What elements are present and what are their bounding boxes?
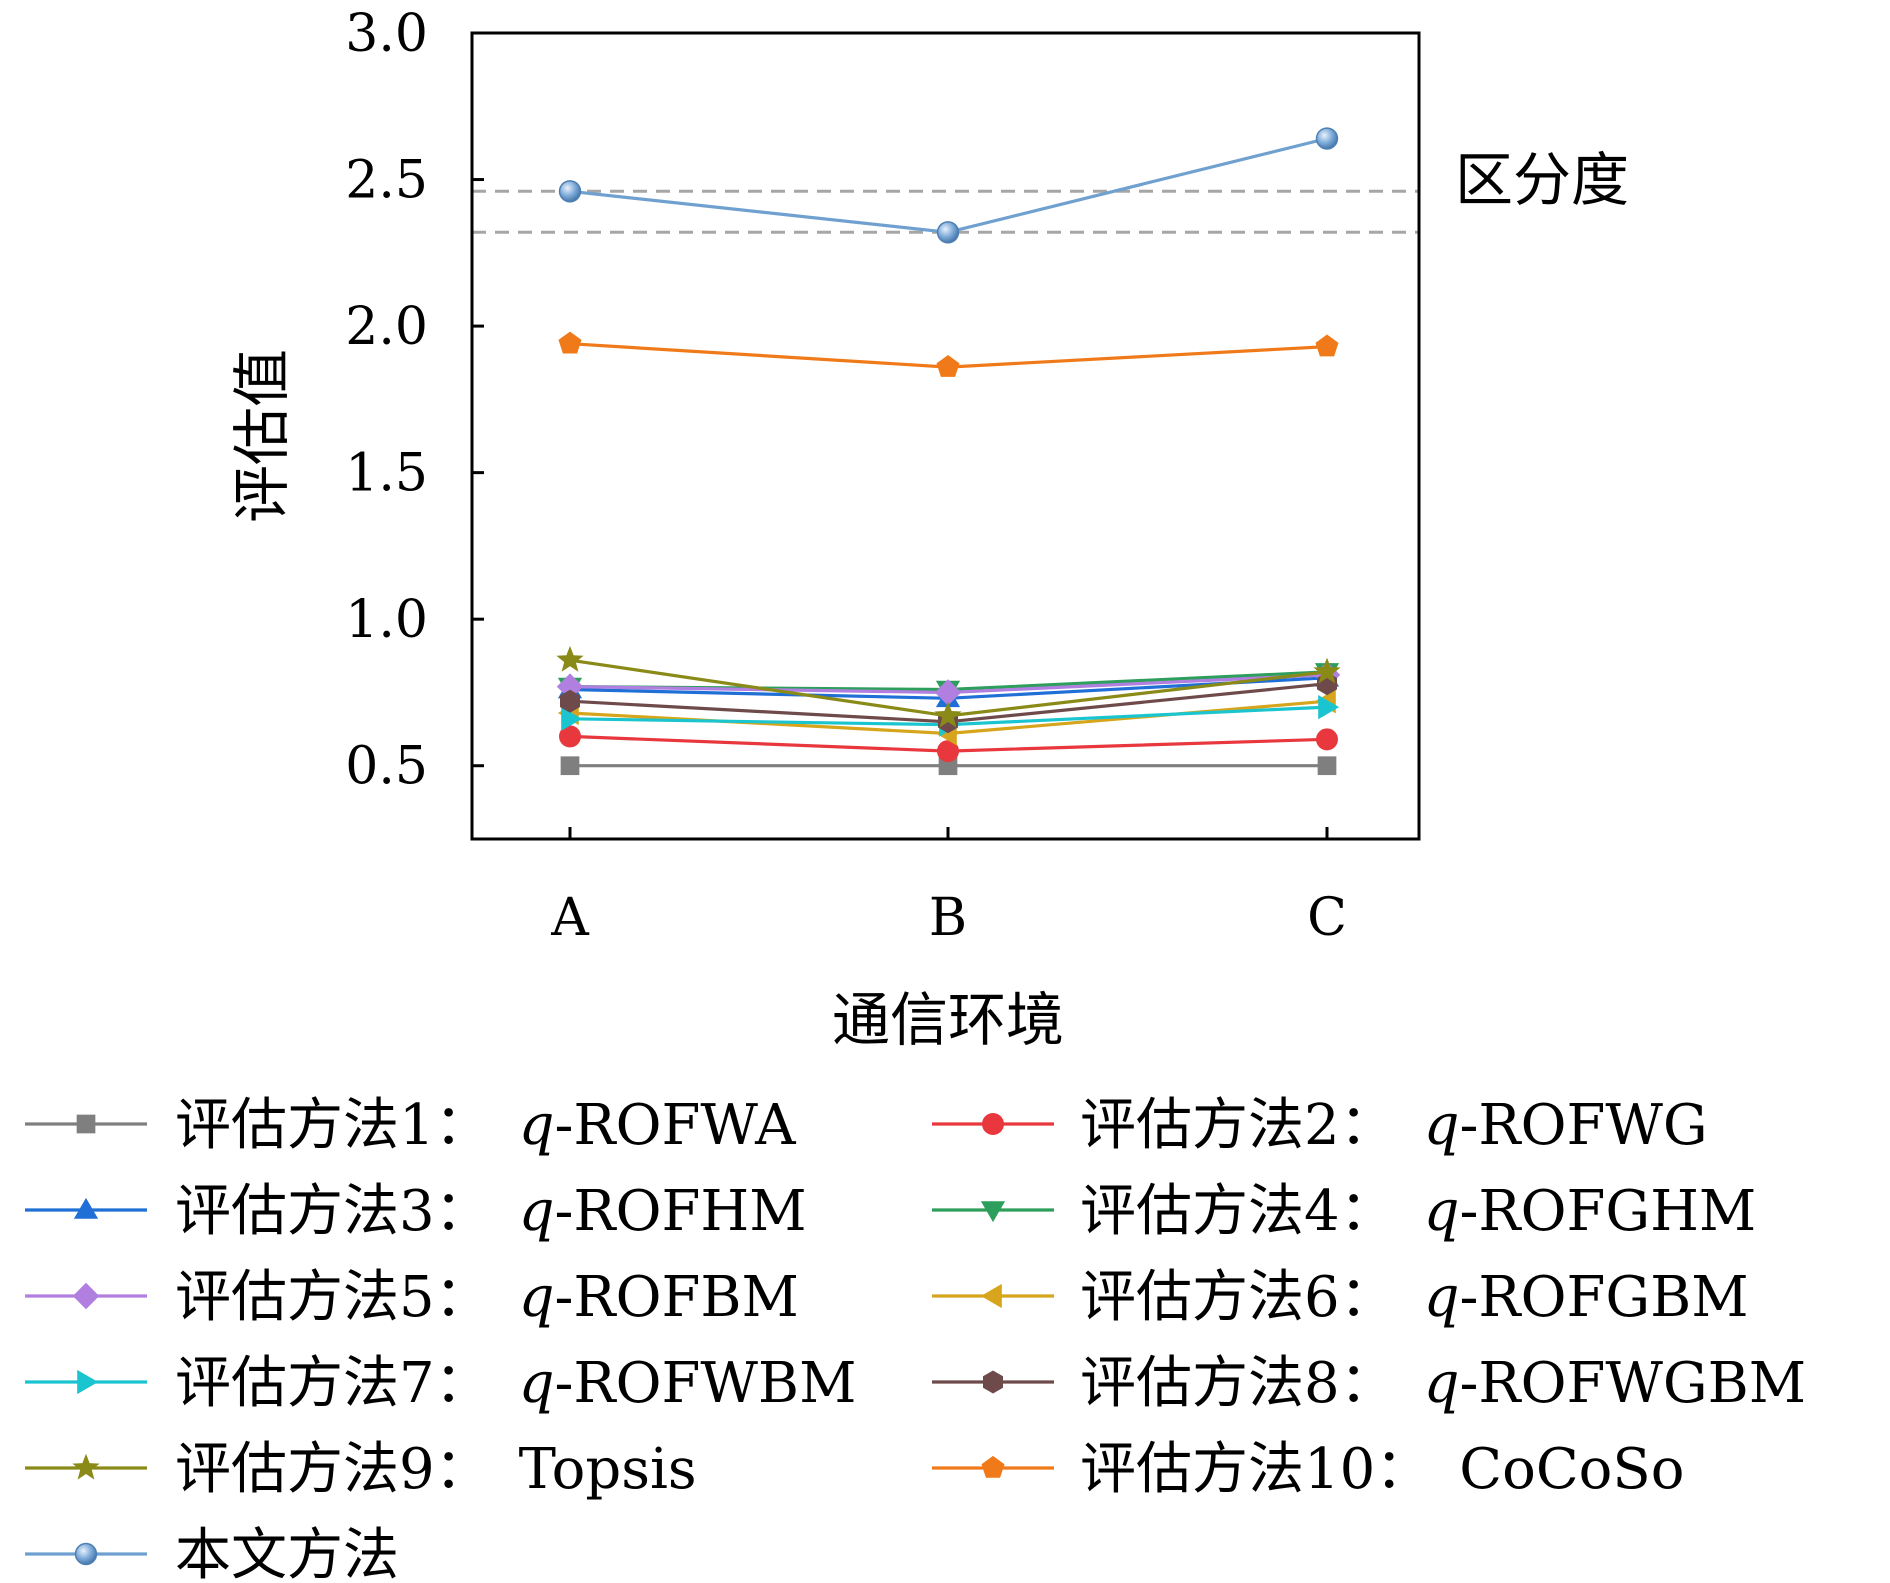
data-point: [936, 221, 960, 244]
data-point: [560, 689, 580, 713]
legend-marker: [980, 1283, 1002, 1309]
series-lines: [556, 127, 1341, 776]
legend-item: 评估方法5： q-ROFBM: [25, 1265, 799, 1330]
legend-marker: [72, 1453, 100, 1480]
data-point: [1318, 695, 1340, 720]
legend-label: 评估方法1： q-ROFWA: [175, 1093, 796, 1158]
legend-label: 评估方法3： q-ROFHM: [175, 1179, 807, 1244]
legend-marker: [77, 1369, 99, 1395]
x-axis-title: 通信环境: [832, 986, 1064, 1054]
legend-item: 评估方法10： CoCoSo: [932, 1437, 1684, 1502]
legend-item: 评估方法2： q-ROFWG: [932, 1093, 1708, 1158]
legend-item: 本文方法: [25, 1523, 399, 1583]
data-point: [558, 180, 582, 203]
data-point: [561, 706, 583, 731]
legend-item: 评估方法1： q-ROFWA: [25, 1093, 796, 1158]
legend-marker: [76, 1114, 96, 1134]
plot-frame: [470, 31, 1421, 841]
series-11: [558, 127, 1339, 244]
annotation-text: 区分度: [1455, 146, 1629, 214]
legend-label: 评估方法10： CoCoSo: [1080, 1437, 1684, 1502]
y-tick-label: 2.5: [345, 151, 428, 211]
series-10: [558, 331, 1339, 377]
x-tick-label: C: [1307, 888, 1347, 948]
data-point: [937, 740, 959, 763]
legend-label: 评估方法5： q-ROFBM: [175, 1265, 799, 1330]
data-point: [934, 679, 962, 706]
data-point: [934, 701, 962, 728]
data-point: [1313, 657, 1341, 684]
data-point: [1315, 334, 1339, 357]
x-tick-label: A: [550, 888, 590, 948]
legend-label: 评估方法4： q-ROFGHM: [1080, 1179, 1756, 1244]
legend-item: 评估方法7： q-ROFWBM: [25, 1351, 856, 1416]
data-point: [936, 355, 960, 377]
legend-item: 评估方法4： q-ROFGHM: [932, 1179, 1756, 1244]
y-axis: 0.5 1.0 1.5 2.0 2.5 3.0: [345, 4, 484, 797]
series-1: [560, 756, 1337, 776]
legend-marker: [982, 1113, 1004, 1135]
y-tick-label: 1.5: [345, 444, 428, 504]
legend-item: 评估方法9： Topsis: [25, 1437, 697, 1502]
data-point: [556, 645, 584, 672]
legend-item: 评估方法3： q-ROFHM: [25, 1179, 807, 1244]
legend-item: 评估方法6： q-ROFGBM: [932, 1265, 1749, 1330]
data-point: [1315, 127, 1339, 150]
y-axis-title: 评估值: [228, 349, 296, 523]
y-tick-label: 1.0: [345, 590, 428, 650]
legend-marker: [72, 1282, 100, 1310]
data-point: [560, 756, 580, 776]
legend-marker: [980, 1201, 1006, 1223]
legend-label: 评估方法8： q-ROFWGBM: [1080, 1351, 1806, 1416]
legend-label: 评估方法6： q-ROFGBM: [1080, 1265, 1749, 1330]
y-tick-label: 2.0: [345, 297, 428, 357]
data-point: [1317, 756, 1337, 776]
legend-label: 评估方法2： q-ROFWG: [1080, 1093, 1708, 1158]
legend-label: 评估方法9： Topsis: [175, 1437, 697, 1502]
legend-marker: [983, 1370, 1003, 1394]
legend-item: 评估方法8： q-ROFWGBM: [932, 1351, 1806, 1416]
data-point: [558, 331, 582, 354]
legend-marker: [981, 1455, 1005, 1478]
legend-marker: [73, 1197, 99, 1219]
y-tick-label: 3.0: [345, 4, 428, 64]
data-point: [1316, 728, 1338, 751]
series-2: [559, 725, 1338, 763]
x-axis: A B C: [550, 827, 1347, 948]
y-tick-label: 0.5: [345, 737, 428, 797]
legend: 评估方法1： q-ROFWA 评估方法2： q-ROFWG 评估方法3： q-ROFHM 评…: [25, 1093, 1806, 1583]
series-5: [556, 661, 1341, 706]
data-point: [556, 673, 584, 700]
legend-label: 本文方法: [175, 1523, 399, 1583]
legend-label: 评估方法7： q-ROFWBM: [175, 1351, 856, 1416]
x-tick-label: B: [929, 888, 967, 948]
legend-marker: [74, 1542, 98, 1566]
series-9: [556, 645, 1341, 728]
data-point: [559, 725, 581, 748]
series-line: [569, 136, 1328, 234]
data-point: [938, 756, 958, 776]
